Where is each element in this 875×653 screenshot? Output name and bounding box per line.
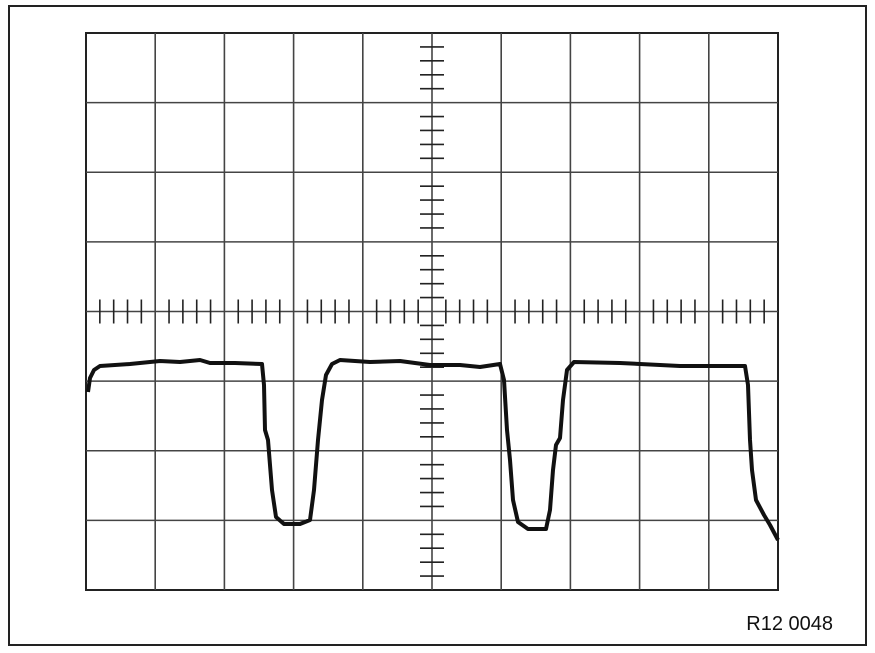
grid [86,33,778,590]
center-ticks [99,46,765,577]
figure-id: R12 0048 [746,613,833,635]
waveform [86,358,780,541]
